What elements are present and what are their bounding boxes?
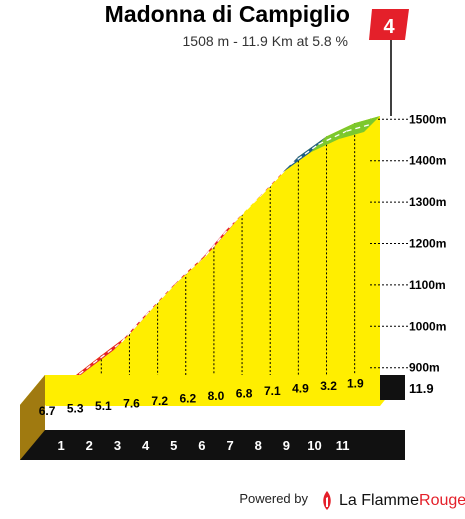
category-badge-label: 4 bbox=[383, 16, 395, 38]
gradient-label: 5.3 bbox=[67, 402, 84, 416]
profile-side-face bbox=[20, 375, 45, 460]
road-centerline bbox=[64, 362, 94, 386]
gradient-label: 3.2 bbox=[320, 379, 337, 393]
km-marker-label: 4 bbox=[142, 438, 150, 453]
altitude-tick-label: 1100m bbox=[409, 278, 446, 292]
km-marker-label: 11 bbox=[336, 438, 350, 453]
road-centerline bbox=[289, 143, 319, 166]
km-marker-label: 2 bbox=[86, 438, 93, 453]
gradient-segment bbox=[85, 334, 130, 372]
chart-subtitle: 1508 m - 11.9 Km at 5.8 % bbox=[183, 33, 349, 49]
gradient-label: 7.2 bbox=[151, 394, 168, 408]
km-marker-label: 7 bbox=[226, 438, 233, 453]
gradient-label: 6.8 bbox=[236, 387, 253, 401]
profile-fill bbox=[45, 116, 380, 405]
altitude-tick-label: 1000m bbox=[409, 319, 446, 333]
altitude-tick-label: 900m bbox=[409, 361, 440, 375]
total-distance-label: 11.9 bbox=[409, 381, 434, 396]
flame-icon bbox=[323, 491, 331, 510]
road-centerline bbox=[233, 193, 263, 223]
powered-by-text: Powered by bbox=[239, 491, 308, 506]
altitude-tick-label: 1500m bbox=[409, 112, 446, 126]
road-centerline bbox=[346, 123, 373, 132]
category-badge bbox=[369, 9, 409, 40]
road-centerline bbox=[261, 164, 291, 195]
gradient-label: 6.7 bbox=[39, 404, 56, 418]
gradient-segment bbox=[310, 123, 355, 153]
km-marker-label: 10 bbox=[307, 438, 321, 453]
profile-area: 900m 1000m 1100m 1200m 1300m 1400m 1500m 6.7 5.3… bbox=[20, 112, 446, 460]
road-centerline bbox=[205, 221, 235, 256]
gradient-label: 7.6 bbox=[123, 397, 140, 411]
brand-logo-text: La FlammeRouge bbox=[339, 492, 465, 509]
road-centerline bbox=[120, 310, 151, 343]
km-marker-label: 6 bbox=[198, 438, 205, 453]
gradient-label: 8.0 bbox=[208, 389, 225, 403]
km-marker-label: 8 bbox=[255, 438, 262, 453]
road-centerline bbox=[92, 341, 122, 364]
altitude-tick-label: 1300m bbox=[409, 195, 446, 209]
gradient-label: 4.9 bbox=[292, 382, 309, 396]
gradient-label-band bbox=[20, 375, 405, 405]
altitude-tick-label: 1400m bbox=[409, 154, 446, 168]
chart-title: Madonna di Campiglio bbox=[105, 1, 350, 27]
altitude-tick-label: 1200m bbox=[409, 237, 446, 251]
km-marker-label: 1 bbox=[58, 438, 65, 453]
gradient-label: 6.2 bbox=[179, 392, 196, 406]
gradient-label: 7.1 bbox=[264, 384, 281, 398]
gradient-segment bbox=[282, 136, 327, 173]
road-centerline bbox=[149, 280, 179, 312]
km-marker-label: 9 bbox=[283, 438, 290, 453]
km-label-band bbox=[20, 430, 405, 460]
km-marker-label: 3 bbox=[114, 438, 121, 453]
gradient-label: 1.9 bbox=[347, 377, 364, 391]
gradient-label: 5.1 bbox=[95, 399, 112, 413]
km-marker-label: 5 bbox=[170, 438, 177, 453]
total-distance-band bbox=[380, 375, 405, 400]
